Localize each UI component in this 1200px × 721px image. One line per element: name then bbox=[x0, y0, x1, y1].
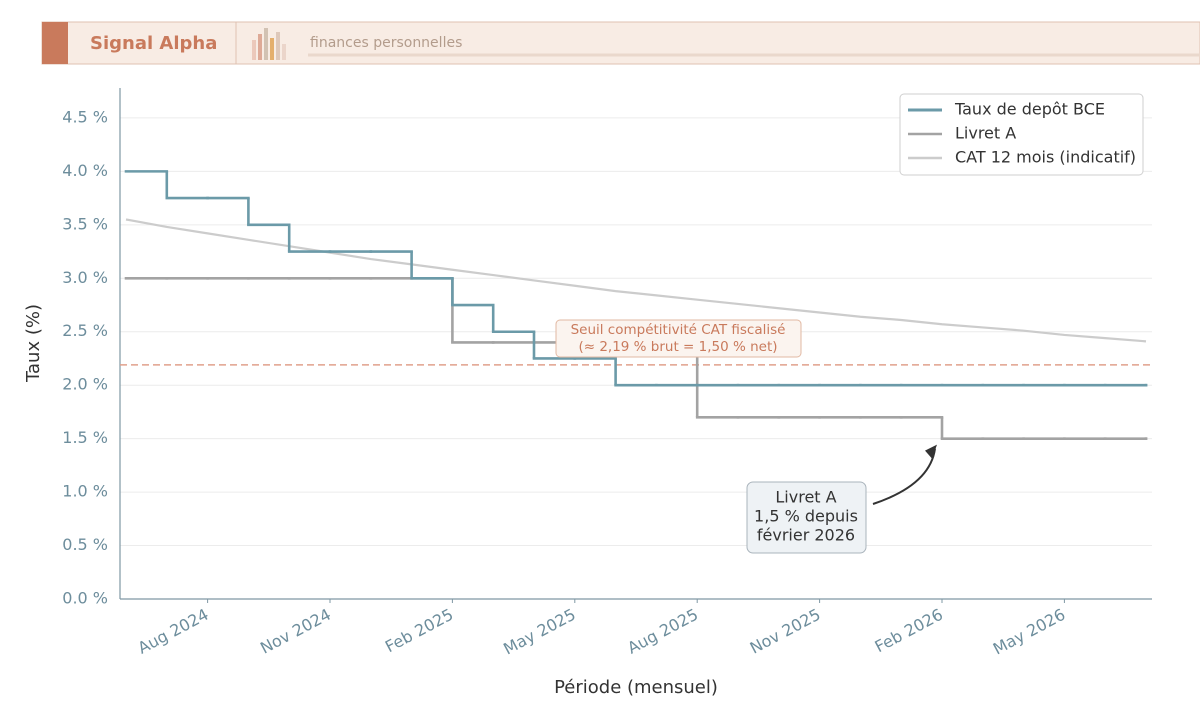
y-tick-label: 1.5 % bbox=[62, 428, 108, 447]
header-accent bbox=[42, 22, 68, 64]
y-tick-label: 0.5 % bbox=[62, 535, 108, 554]
header-bar bbox=[41, 21, 1200, 65]
threshold-label-box bbox=[555, 319, 802, 358]
legend-label: CAT 12 mois (indicatif) bbox=[955, 148, 1136, 167]
y-tick-label: 3.0 % bbox=[62, 268, 108, 287]
annotation-text: février 2026 bbox=[757, 526, 855, 545]
y-axis-label: Taux (%) bbox=[23, 304, 44, 383]
brand: Signal Alpha bbox=[90, 33, 217, 54]
threshold-label: (≈ 2,19 % brut = 1,50 % net) bbox=[578, 339, 777, 355]
y-tick-label: 4.0 % bbox=[62, 161, 108, 180]
x-tick-label: Feb 2026 bbox=[872, 605, 946, 657]
y-tick-label: 2.0 % bbox=[62, 375, 108, 394]
annotation-text: Livret A bbox=[775, 488, 836, 507]
legend-label: Taux de depôt BCE bbox=[954, 100, 1105, 119]
logo-icon bbox=[252, 28, 286, 60]
arrow-head bbox=[925, 444, 937, 459]
x-tick-label: Nov 2025 bbox=[747, 605, 824, 658]
y-tick-label: 4.5 % bbox=[62, 107, 108, 126]
x-tick-label: May 2026 bbox=[990, 605, 1069, 659]
plot: 0.0 % 0.5 % 1.0 % 1.5 % 2.0 % 2.5 % 3.0 % 3.5 %… bbox=[23, 88, 1152, 698]
y-tick-label: 3.5 % bbox=[62, 214, 108, 233]
header: Signal Alpha finances personnelles bbox=[41, 21, 1200, 65]
y-tick-label: 1.0 % bbox=[62, 482, 108, 501]
legend-box bbox=[899, 93, 1144, 176]
tagline: finances personnelles bbox=[310, 35, 462, 51]
x-tick-label: May 2025 bbox=[500, 605, 579, 659]
annotation-box bbox=[746, 481, 867, 554]
x-tick-label: Nov 2024 bbox=[257, 605, 334, 658]
threshold-label: Seuil compétitivité CAT fiscalisé bbox=[571, 322, 786, 338]
x-tick-label: Aug 2025 bbox=[624, 605, 701, 658]
x-tick-label: Aug 2024 bbox=[135, 605, 212, 658]
annotation-text: 1,5 % depuis bbox=[754, 507, 858, 526]
x-tick-label: Feb 2025 bbox=[382, 605, 456, 657]
legend-label: Livret A bbox=[955, 124, 1016, 143]
y-tick-label: 0.0 % bbox=[62, 589, 108, 608]
y-tick-label: 2.5 % bbox=[62, 321, 108, 340]
x-axis-label: Période (mensuel) bbox=[554, 677, 718, 698]
series-line bbox=[125, 218, 1147, 343]
annotation-arrow bbox=[872, 448, 936, 505]
